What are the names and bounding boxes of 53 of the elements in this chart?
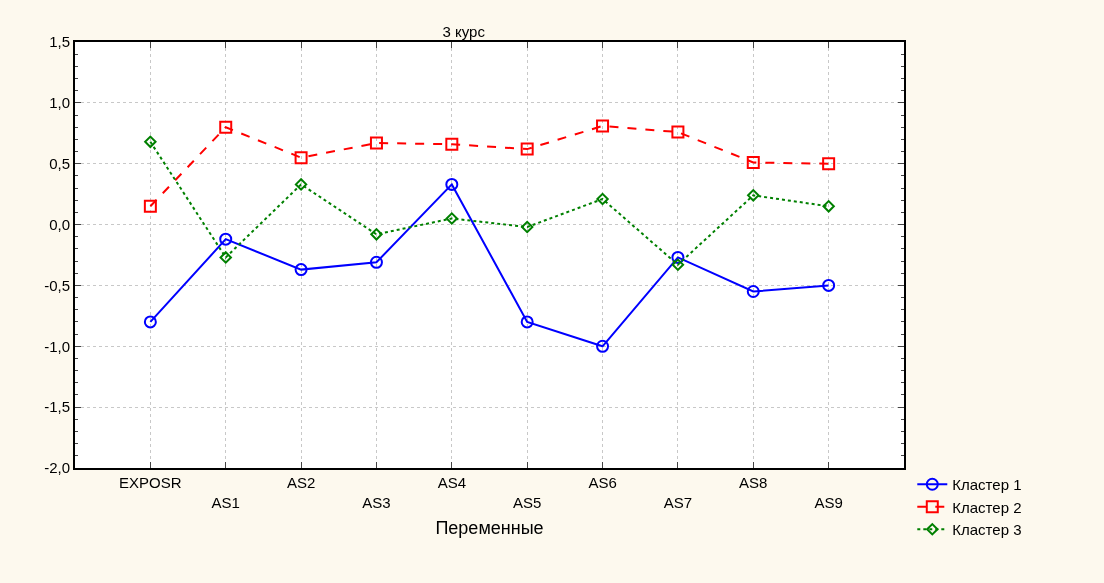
y-tick-label: -0,5: [44, 276, 70, 294]
point: [445, 177, 459, 191]
point: [294, 151, 308, 165]
x-axis-title: Переменные: [435, 518, 544, 539]
legend-label: Кластер 1: [952, 476, 1022, 494]
y-tick-label: -2,0: [44, 459, 70, 477]
point: [294, 178, 308, 191]
point: [746, 156, 760, 169]
point: [520, 220, 534, 234]
point: [822, 157, 836, 171]
point: [143, 199, 157, 213]
point: [671, 250, 685, 264]
point: [445, 212, 459, 225]
y-tick-label: 1,5: [49, 33, 70, 51]
point: [671, 258, 685, 271]
legend-label: Кластер 3: [952, 521, 1022, 539]
y-tick-label: -1,0: [44, 337, 70, 355]
x-tick-label: EXPOSR: [119, 474, 182, 491]
point: [520, 315, 534, 329]
x-tick-label: AS2: [286, 474, 316, 491]
x-tick-label: AS1: [211, 493, 240, 511]
point: [596, 339, 610, 353]
point: [369, 136, 383, 150]
point: [596, 119, 610, 133]
chart-title: 3 курс: [442, 22, 486, 40]
x-tick-label: AS6: [588, 474, 617, 491]
x-tick-label: AS7: [663, 493, 693, 511]
point: [294, 263, 308, 277]
y-tick-label: 0,0: [49, 215, 70, 233]
x-tick-label: AS4: [437, 474, 466, 491]
point: [219, 232, 233, 246]
y-tick-label: -1,5: [44, 398, 70, 416]
y-tick-label: 1,0: [49, 94, 70, 112]
x-tick-label: AS8: [739, 474, 768, 491]
x-tick-label: AS3: [362, 493, 391, 511]
point: [596, 192, 609, 206]
x-tick-label: AS9: [814, 493, 843, 511]
point: [822, 278, 836, 292]
point: [144, 135, 157, 149]
point: [219, 251, 232, 264]
legend-label: Кластер 2: [952, 498, 1022, 516]
point: [143, 315, 157, 329]
point: [369, 255, 383, 269]
point: [445, 137, 459, 151]
point: [746, 285, 760, 299]
y-tick-label: 0,5: [49, 154, 70, 172]
x-tick-label: AS5: [513, 493, 542, 511]
point: [219, 120, 233, 134]
point: [671, 125, 685, 139]
point: [370, 228, 383, 241]
point: [520, 142, 534, 156]
point: [822, 200, 835, 213]
point: [747, 189, 760, 202]
